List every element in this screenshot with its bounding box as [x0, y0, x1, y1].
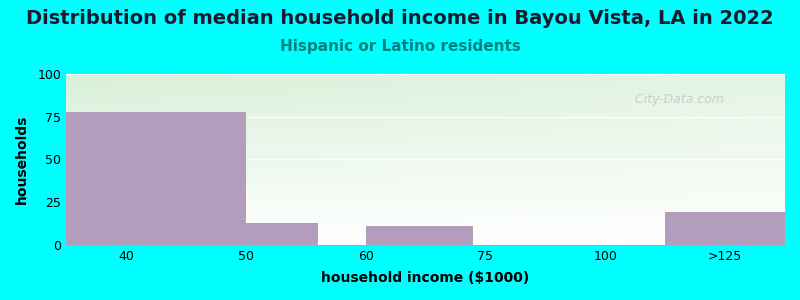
Bar — [665, 212, 785, 245]
Text: City-Data.com: City-Data.com — [627, 93, 724, 106]
Bar — [366, 226, 474, 245]
Bar — [66, 112, 246, 245]
X-axis label: household income ($1000): household income ($1000) — [322, 271, 530, 285]
Bar — [246, 223, 318, 245]
Text: Distribution of median household income in Bayou Vista, LA in 2022: Distribution of median household income … — [26, 9, 774, 28]
Text: Hispanic or Latino residents: Hispanic or Latino residents — [279, 39, 521, 54]
Y-axis label: households: households — [15, 115, 29, 204]
